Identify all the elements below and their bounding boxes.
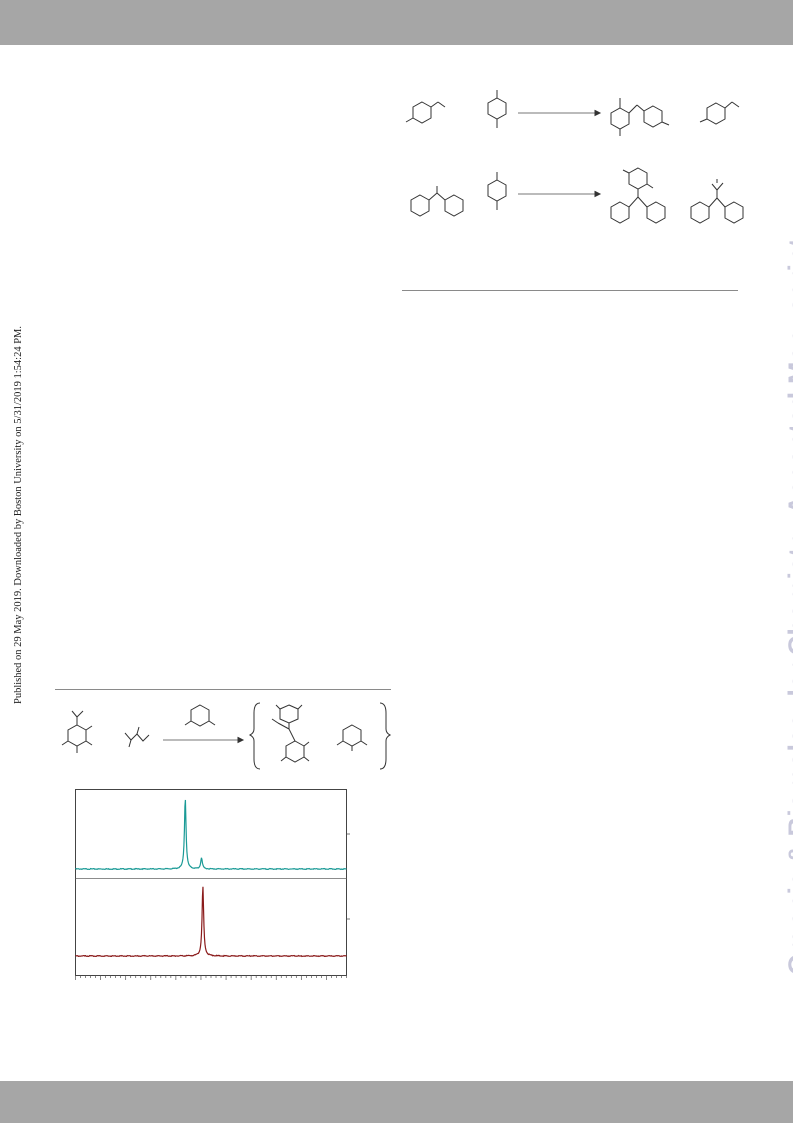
footer-bar — [0, 1081, 793, 1123]
y-axis-ticks — [346, 833, 350, 920]
plot-frame — [75, 789, 347, 976]
nmr-spectrum-figure — [75, 789, 350, 980]
product-4-molecule — [690, 179, 744, 224]
boron-arene-molecule — [61, 710, 93, 753]
journal-watermark: Organic & Biomolecular Chemistry Accepte… — [783, 237, 793, 975]
pinacol-molecule — [124, 726, 150, 748]
scheme-divider-bottom — [55, 689, 391, 690]
reaction-arrow-3 — [163, 736, 245, 744]
spectrum-series-1 — [75, 799, 347, 871]
reaction-arrow-2 — [518, 190, 602, 198]
x-axis-ticks — [75, 975, 347, 980]
lutidine-reagent-molecule — [184, 704, 216, 727]
scheme-divider-top — [402, 290, 738, 291]
reactant-3-molecule — [410, 186, 464, 217]
boronate-ester-molecule — [271, 704, 310, 763]
publication-note: Published on 29 May 2019. Downloaded by … — [13, 326, 24, 704]
header-bar — [0, 0, 793, 45]
product-3-molecule — [610, 167, 666, 224]
reactant-2-molecule — [487, 90, 507, 128]
reaction-arrow-1 — [518, 109, 602, 117]
lutidinium-molecule — [336, 724, 368, 751]
product-1-molecule — [610, 98, 670, 136]
reactant-4-molecule — [487, 172, 507, 210]
reaction-scheme-top — [405, 90, 744, 224]
product-2-molecule — [699, 101, 740, 125]
bracket-left — [248, 702, 261, 770]
bracket-right — [379, 702, 392, 770]
spectrum-series-2 — [75, 886, 347, 958]
reaction-scheme-bottom — [61, 702, 392, 770]
reactant-1-molecule — [405, 101, 446, 124]
